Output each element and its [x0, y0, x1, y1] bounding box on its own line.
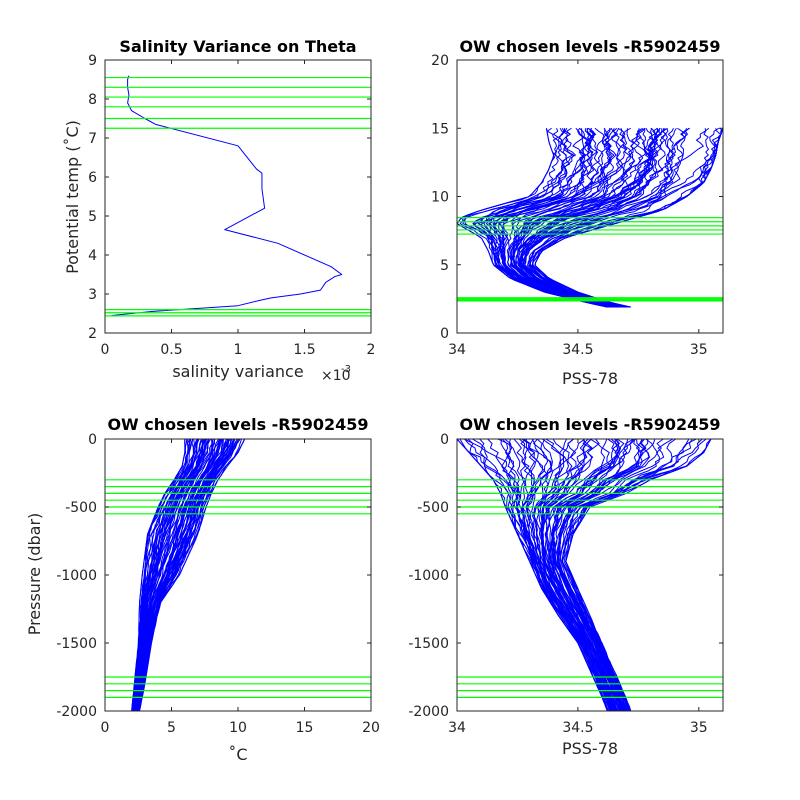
y-tick-label: 0 — [440, 432, 449, 448]
y-tick-label: -500 — [417, 500, 449, 516]
profile-line — [464, 439, 609, 711]
panel-pressure-salinity: OW chosen levels -R5902459 PSS-78 34 34.5… — [408, 415, 724, 758]
chart-title: OW chosen levels -R5902459 — [107, 415, 368, 434]
plot-area — [457, 439, 723, 711]
x-axis-label: salinity variance — [172, 362, 303, 381]
panel-theta-salinity: OW chosen levels -R5902459 PSS-78 34 34.5… — [431, 37, 724, 388]
x-axis-label: PSS-78 — [562, 739, 618, 758]
y-tick-label: 20 — [431, 53, 449, 69]
y-tick-label: -1500 — [56, 636, 97, 652]
profile-line — [464, 439, 612, 711]
profile-line — [133, 439, 214, 711]
y-tick-label: 8 — [88, 92, 97, 108]
x-tick-label: 35 — [690, 342, 708, 358]
y-tick-label: -1500 — [408, 636, 449, 652]
y-tick-label: 6 — [88, 170, 97, 186]
y-tick-label: 0 — [440, 326, 449, 342]
panel-pressure-temperature: OW chosen levels -R5902459 Pressure (dba… — [25, 415, 380, 764]
y-tick-label: 0 — [88, 432, 97, 448]
profile-line — [565, 439, 712, 711]
plot-area — [457, 127, 723, 308]
y-tick-label: 10 — [431, 190, 449, 206]
x-tick-label: 34 — [448, 720, 466, 736]
profile-line — [134, 439, 209, 711]
y-tick-label: 4 — [88, 248, 97, 264]
x-tick-label: 35 — [690, 720, 708, 736]
x-exponent-power: -3 — [341, 364, 351, 375]
profile-line — [135, 439, 212, 711]
x-tick-label: 0 — [101, 720, 110, 736]
y-tick-label: -1000 — [56, 568, 97, 584]
profile-line — [551, 439, 629, 711]
axes-box — [104, 59, 372, 334]
x-tick-label: 34.5 — [562, 342, 593, 358]
x-tick-label: 0 — [101, 342, 110, 358]
x-axis-label: PSS-78 — [562, 369, 618, 388]
y-tick-label: -500 — [65, 500, 97, 516]
x-tick-label: 1 — [234, 342, 243, 358]
profile-line — [137, 439, 230, 711]
x-tick-label: 1.5 — [293, 342, 315, 358]
x-tick-label: 5 — [167, 720, 176, 736]
x-tick-label: 0.5 — [160, 342, 182, 358]
x-tick-label: 2 — [367, 342, 376, 358]
profile-line — [550, 439, 624, 711]
x-exponent-base: ×10 — [321, 368, 351, 384]
profile-line — [132, 439, 191, 711]
x-tick-label: 20 — [362, 720, 380, 736]
plot-area — [105, 439, 371, 711]
y-axis-label: Pressure (dbar) — [25, 513, 44, 636]
y-axis-label: Potential temp (˚C) — [63, 120, 82, 274]
chart-title: OW chosen levels -R5902459 — [459, 415, 720, 434]
panel-salinity-variance: Salinity Variance on Theta Potential tem… — [63, 37, 375, 384]
x-tick-label: 10 — [229, 720, 247, 736]
profile-line — [554, 439, 643, 711]
y-tick-label: 3 — [88, 287, 97, 303]
profile-line — [138, 439, 240, 711]
profile-line — [138, 439, 246, 711]
y-tick-label: -1000 — [408, 568, 449, 584]
y-tick-label: 5 — [88, 209, 97, 225]
x-tick-label: 34 — [448, 342, 466, 358]
y-tick-label: 15 — [431, 121, 449, 137]
series-line — [111, 75, 343, 316]
x-tick-label: 34.5 — [562, 720, 593, 736]
profile-line — [541, 439, 619, 711]
y-tick-label: 9 — [88, 53, 97, 69]
y-tick-label: 5 — [440, 258, 449, 274]
profile-line — [545, 439, 623, 711]
x-axis-label: ˚C — [228, 745, 247, 764]
profile-line — [540, 439, 620, 711]
x-tick-label: 15 — [296, 720, 314, 736]
profile-line — [561, 439, 712, 711]
plot-area — [105, 75, 371, 317]
y-tick-label: 2 — [88, 326, 97, 342]
y-tick-label: -2000 — [408, 704, 449, 720]
chart-title: OW chosen levels -R5902459 — [459, 37, 720, 56]
chart-title: Salinity Variance on Theta — [119, 37, 356, 56]
y-tick-label: -2000 — [56, 704, 97, 720]
y-tick-label: 7 — [88, 131, 97, 147]
profile-line — [521, 439, 614, 711]
